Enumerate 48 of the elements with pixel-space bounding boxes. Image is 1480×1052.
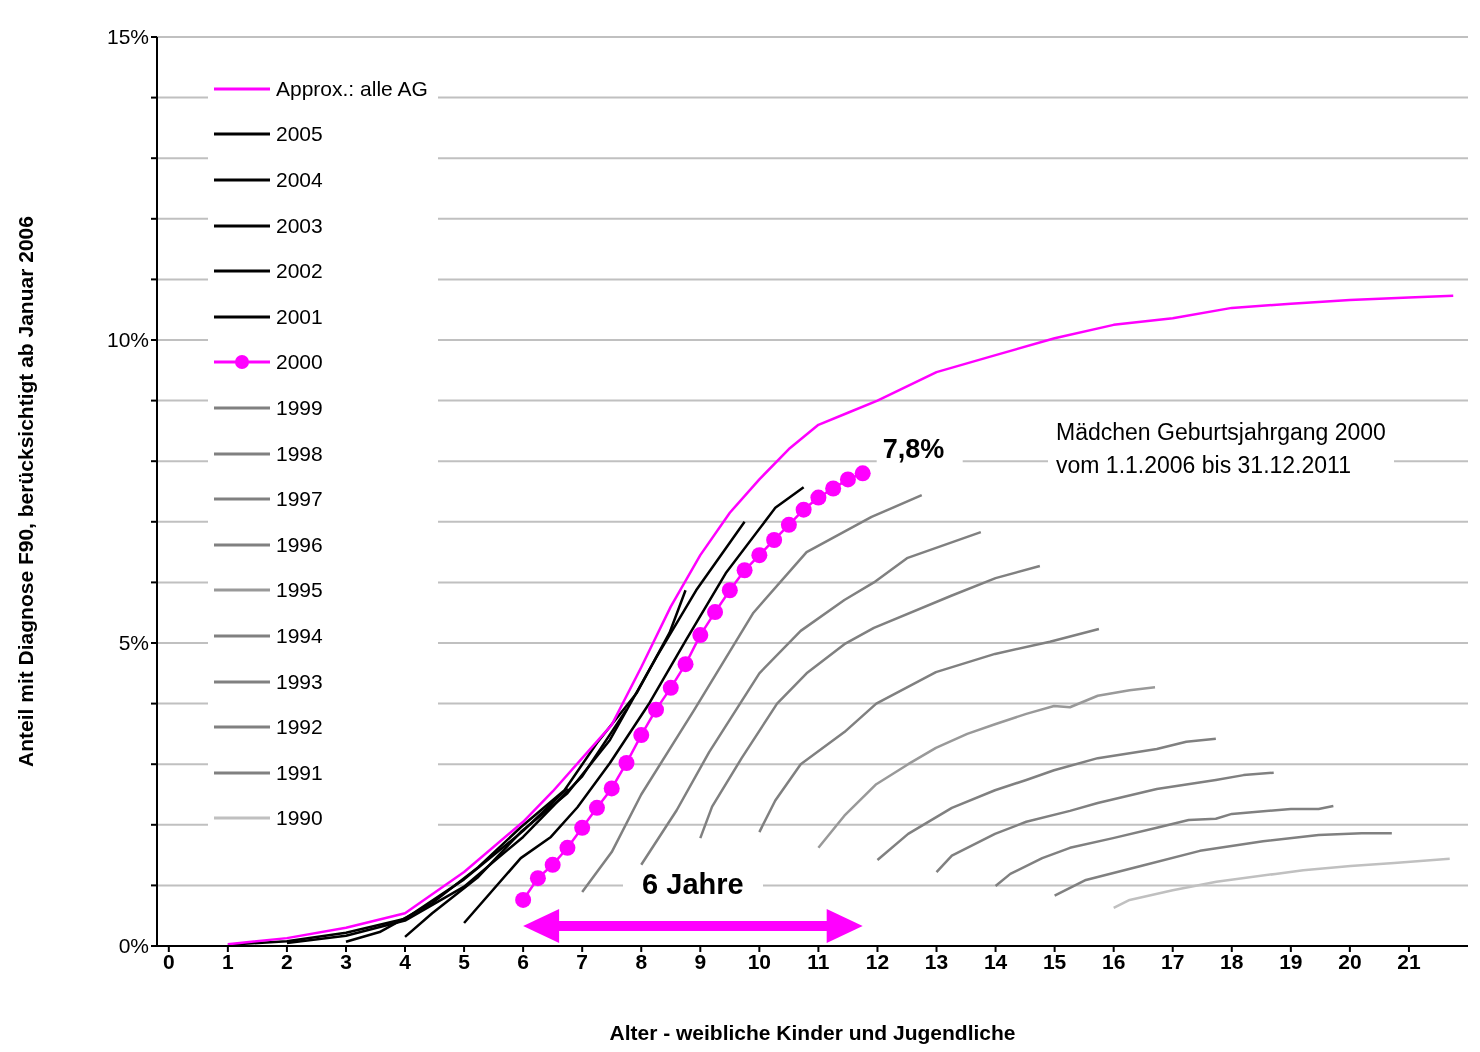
x-axis-title: Alter - weibliche Kinder und Jugendliche (609, 1021, 1016, 1044)
legend-label: 1992 (276, 715, 323, 740)
x-tick-label: 15 (1042, 949, 1067, 973)
annotation: Mädchen Geburtsjahrgang 2000 vom 1.1.2006 bis 31.12.2011 (1048, 412, 1394, 486)
x-tick-label: 6 (517, 949, 529, 973)
x-tick-label: 21 (1397, 949, 1421, 973)
x-tick-label: 2 (281, 949, 293, 973)
y-tick-label: 10% (106, 328, 149, 352)
x-tick-label: 9 (694, 949, 707, 973)
annotation: 7,8% (882, 434, 945, 465)
x-tick-label: 3 (340, 949, 352, 973)
x-tick-label: 11 (807, 949, 830, 973)
legend-label: 1991 (276, 760, 323, 785)
x-tick-label: 8 (635, 949, 648, 973)
legend-label: 2000 (276, 350, 323, 375)
legend-label: 1998 (276, 441, 323, 466)
x-tick-label: 17 (1161, 949, 1185, 973)
legend-label: 2003 (276, 213, 323, 238)
x-tick-label: 19 (1279, 949, 1303, 973)
legend-label: 1996 (276, 532, 323, 557)
legend-label: 1999 (276, 395, 323, 420)
x-tick-label: 4 (399, 949, 412, 973)
x-tick-label: 13 (924, 949, 949, 973)
x-tick-label: 5 (458, 949, 471, 973)
x-tick-label: 16 (1102, 949, 1126, 973)
legend-label: 2005 (276, 122, 323, 147)
legend-label: 1997 (276, 487, 323, 512)
x-tick-label: 7 (576, 949, 589, 973)
x-tick-label: 18 (1220, 949, 1244, 973)
legend-label: 1993 (276, 669, 323, 694)
legend-label: Approx.: alle AG (276, 76, 428, 101)
x-tick-label: 12 (865, 949, 890, 973)
legend-label: 1995 (276, 578, 323, 603)
legend-label: 2001 (276, 304, 323, 329)
y-axis-title: Anteil mit Diagnose F90, berücksichtigt ab Januar 2006 (14, 216, 38, 767)
y-tick-label: 15% (106, 25, 149, 49)
annotation: 6 Jahre (622, 866, 763, 902)
legend-label: 2002 (276, 259, 323, 284)
y-tick-label: 0% (118, 934, 149, 958)
y-tick-label: 5% (118, 631, 149, 655)
legend-label: 1994 (276, 623, 323, 648)
legend-label: 2004 (276, 167, 323, 192)
x-tick-label: 0 (162, 949, 175, 973)
x-tick-label: 10 (747, 949, 772, 973)
legend-label: 1990 (276, 806, 323, 831)
x-tick-label: 20 (1338, 949, 1362, 973)
x-tick-label: 14 (983, 949, 1008, 973)
x-tick-label: 1 (222, 949, 235, 973)
